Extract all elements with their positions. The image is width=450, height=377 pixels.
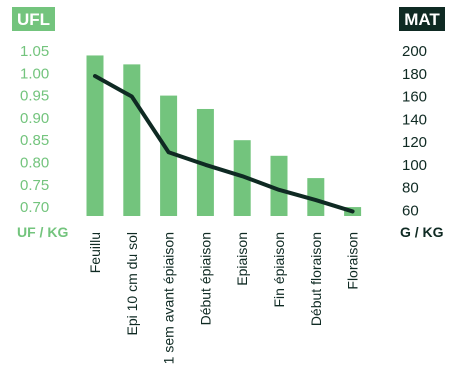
left-tick-label: 0.85 bbox=[20, 132, 49, 149]
right-tick-label: 80 bbox=[402, 180, 419, 197]
ufl-badge-label: UFL bbox=[17, 10, 50, 29]
bar-7 bbox=[307, 178, 325, 216]
left-axis-ticks: 1.05 1.00 0.95 0.90 0.85 0.80 0.75 0.70 bbox=[20, 43, 49, 216]
category-label: Feuillu bbox=[87, 232, 103, 273]
category-label: Epiaison bbox=[234, 232, 250, 286]
right-tick-label: 100 bbox=[402, 157, 427, 174]
left-tick-label: 0.90 bbox=[20, 110, 49, 127]
category-label: Début épiaison bbox=[197, 232, 213, 325]
category-label: 1 sem avant épiaison bbox=[161, 232, 177, 364]
bar-2 bbox=[123, 64, 141, 216]
bar-3 bbox=[160, 95, 178, 216]
category-label: Epi 10 cm du sol bbox=[124, 232, 140, 336]
mat-badge-label: MAT bbox=[404, 10, 440, 29]
right-axis-ticks: 200 180 160 140 120 100 80 60 bbox=[402, 43, 427, 219]
left-tick-label: 1.05 bbox=[20, 43, 49, 60]
bar-series bbox=[86, 55, 362, 217]
left-tick-label: 0.75 bbox=[20, 177, 49, 194]
category-label: Début floraison bbox=[308, 232, 324, 326]
ufl-badge bbox=[12, 7, 55, 31]
left-tick-label: 0.80 bbox=[20, 154, 49, 171]
right-tick-label: 160 bbox=[402, 89, 427, 106]
category-labels: Feuillu Epi 10 cm du sol 1 sem avant épiai… bbox=[87, 232, 361, 364]
right-tick-label: 200 bbox=[402, 43, 427, 60]
left-tick-label: 0.95 bbox=[20, 88, 49, 105]
bar-6 bbox=[270, 155, 288, 216]
right-tick-label: 60 bbox=[402, 202, 419, 219]
category-label: Floraison bbox=[345, 232, 361, 290]
left-axis-unit: UF / KG bbox=[17, 224, 68, 240]
bar-4 bbox=[196, 108, 214, 216]
left-tick-label: 1.00 bbox=[20, 65, 49, 82]
right-axis-unit: G / KG bbox=[400, 224, 444, 240]
left-tick-label: 0.70 bbox=[20, 199, 49, 216]
right-tick-label: 120 bbox=[402, 134, 427, 151]
mat-line bbox=[93, 74, 355, 214]
right-tick-label: 140 bbox=[402, 111, 427, 128]
right-tick-label: 180 bbox=[402, 66, 427, 83]
mat-badge bbox=[399, 7, 445, 31]
bar-1 bbox=[86, 55, 104, 217]
category-label: Fin épiaison bbox=[271, 232, 287, 308]
